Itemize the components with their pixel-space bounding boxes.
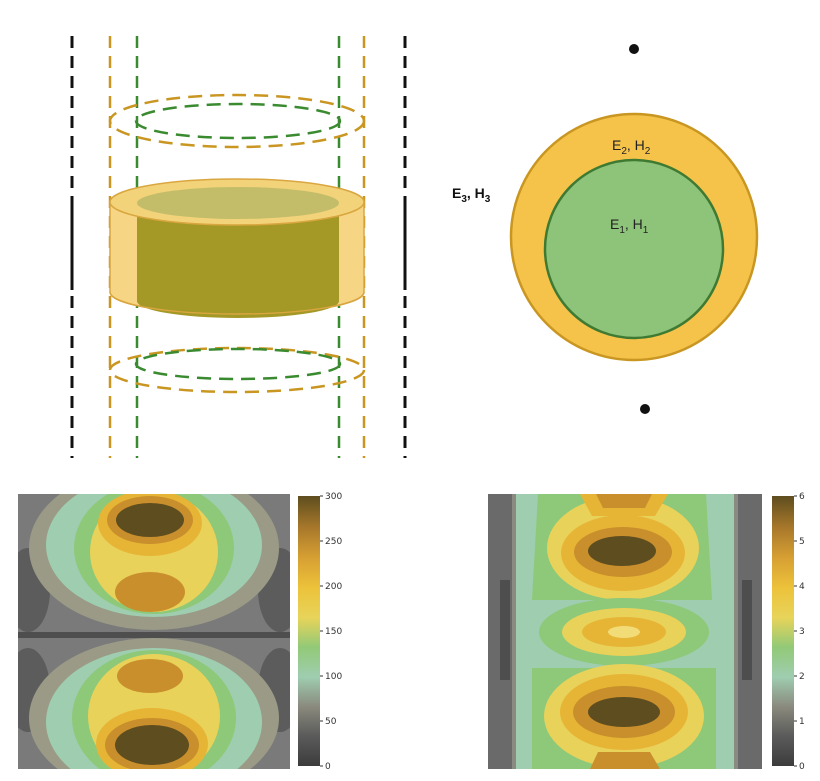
- colorbar-left-tick-label: 0: [325, 762, 331, 772]
- label-e3-h3: E3, H3: [452, 185, 491, 205]
- top-core-ring-dashed: [134, 102, 342, 140]
- colorbar-left: 300 250 200 150 100 50 0: [298, 492, 342, 772]
- contour-band-bottom: [532, 664, 716, 769]
- colorbar-right-tick-label: 1: [799, 717, 805, 727]
- colorbar-right-tick-label: 5: [799, 537, 805, 547]
- contour-lobe-top: [29, 494, 279, 630]
- colorbar-right-tick-label: 4: [799, 582, 805, 592]
- top-shell-ring-dashed: [108, 93, 366, 149]
- bottom-core-ring-dashed: [134, 347, 342, 381]
- colorbar-left-tick-label: 200: [325, 582, 342, 592]
- contour-lobe-bottom: [29, 638, 279, 769]
- colorbar-left-tick-label: 50: [325, 717, 337, 727]
- marker-dot-bottom: [640, 404, 650, 414]
- marker-dot-top: [629, 44, 639, 54]
- solid-disk: [109, 178, 365, 318]
- label-e1-h1: E1, H1: [610, 216, 649, 236]
- field-contour-map-right: 6 5 4 3 2 1 0: [488, 492, 805, 772]
- disk-core-top: [137, 187, 339, 219]
- colorbar-right-tick-label: 2: [799, 672, 805, 682]
- contour-center: [539, 598, 709, 666]
- colorbar-left-tick-label: 300: [325, 492, 342, 502]
- colorbar-right-tick-label: 3: [799, 627, 805, 637]
- contour-band-top: [532, 494, 712, 600]
- colorbar-right: 6 5 4 3 2 1 0: [772, 492, 805, 772]
- colorbar-right-tick-label: 6: [799, 492, 805, 502]
- colorbar-right-tick-label: 0: [799, 762, 805, 772]
- disk-bottom-edge: [109, 291, 365, 315]
- disk-core-body: [137, 202, 339, 318]
- inner-core-circle: [543, 158, 725, 340]
- colorbar-left-tick-label: 100: [325, 672, 342, 682]
- field-contour-map-left: 300 250 200 150 100 50 0: [18, 492, 342, 772]
- cylinder-schematic: [70, 36, 407, 458]
- colorbar-left-tick-label: 150: [325, 627, 342, 637]
- label-e2-h2: E2, H2: [612, 137, 651, 157]
- cross-section-diagram: E2, H2 E1, H1 E3, H3: [452, 44, 759, 414]
- colorbar-left-tick-label: 250: [325, 537, 342, 547]
- bottom-shell-ring-dashed: [108, 346, 366, 394]
